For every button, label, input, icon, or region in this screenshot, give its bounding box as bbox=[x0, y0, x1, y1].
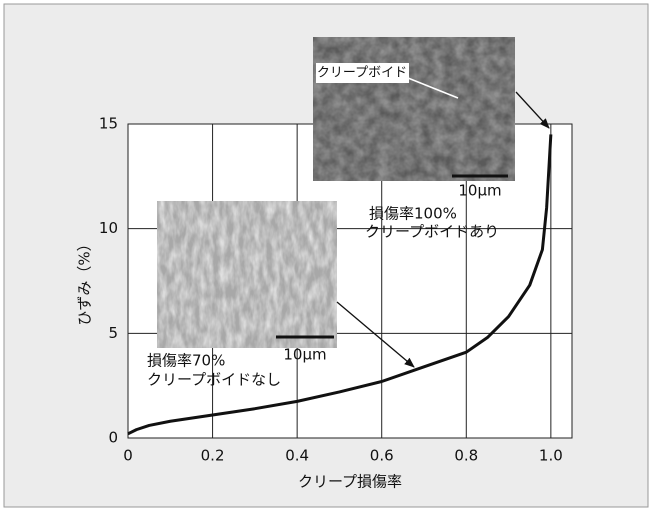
chart: クリープボイド 10μm 損傷率100% クリープボイドあり 10μm 損傷率7… bbox=[0, 0, 653, 512]
x-axis-label: クリープ損傷率 bbox=[298, 473, 402, 491]
x-tick-label: 0.6 bbox=[370, 447, 394, 465]
x-tick-label: 0.8 bbox=[454, 447, 478, 465]
y-tick-label: 0 bbox=[108, 429, 118, 447]
x-tick-label: 0 bbox=[123, 447, 133, 465]
annotation: 10μm bbox=[458, 182, 501, 200]
annotation: 損傷率70% bbox=[147, 352, 225, 370]
x-tick-label: 1.0 bbox=[539, 447, 563, 465]
annotation: 損傷率100% bbox=[369, 205, 457, 223]
x-tick-label: 0.2 bbox=[201, 447, 225, 465]
y-tick-label: 15 bbox=[99, 115, 118, 133]
inset-texture bbox=[313, 37, 515, 181]
y-tick-label: 5 bbox=[108, 324, 118, 342]
y-tick-label: 10 bbox=[99, 219, 118, 237]
y-axis-label: ひずみ（%） bbox=[76, 236, 94, 325]
annotation: 10μm bbox=[283, 346, 326, 364]
annotation: クリープボイドなし bbox=[147, 371, 281, 389]
annotation: クリープボイドあり bbox=[365, 223, 499, 241]
x-tick-label: 0.4 bbox=[285, 447, 309, 465]
inset-texture bbox=[157, 201, 337, 348]
annotation: クリープボイド bbox=[317, 66, 407, 81]
